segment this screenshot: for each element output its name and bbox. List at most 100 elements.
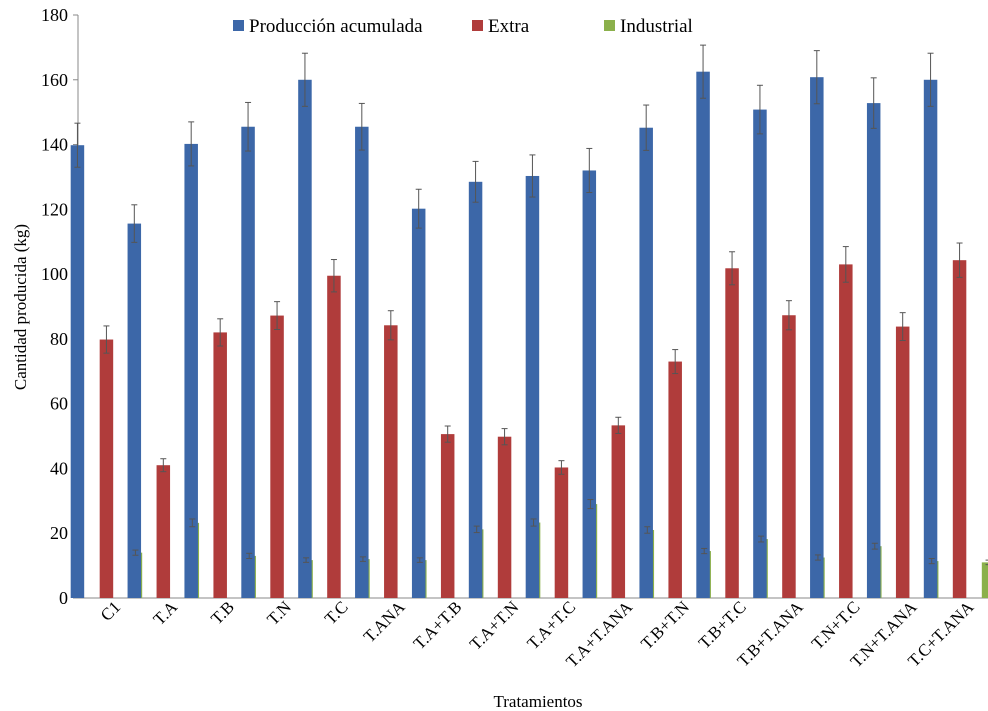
x-tick-label: T.A+T.B (410, 597, 466, 653)
x-tick-label: T.A (150, 597, 182, 629)
error-bar (473, 525, 480, 534)
bar-produccion-acumulada (866, 103, 881, 598)
legend-swatch (233, 20, 244, 31)
error-bar (189, 518, 196, 528)
error-bar (842, 246, 849, 283)
error-bar (245, 101, 252, 152)
bar-produccion-acumulada (696, 71, 710, 599)
y-tick-label: 20 (50, 523, 68, 543)
legend-item: Extra (472, 16, 530, 37)
bar-extra (327, 275, 341, 598)
bar-extra (497, 436, 512, 598)
bar-produccion-acumulada (411, 208, 426, 599)
error-bar (756, 84, 763, 135)
bar-extra (99, 339, 114, 598)
bar-produccion-acumulada (525, 175, 540, 598)
error-bar (871, 542, 878, 550)
error-bar (586, 147, 593, 193)
legend-label: Producción acumulada (249, 16, 423, 37)
error-bar (301, 52, 308, 107)
error-bar (870, 77, 877, 129)
y-axis: 0 20 40 60 80 100 120 140 160 180 (41, 5, 79, 608)
error-bar (530, 518, 537, 527)
x-tick-label: T.A+T.C (523, 597, 579, 653)
y-tick-label: 100 (41, 264, 68, 284)
bar-extra (725, 268, 739, 598)
error-bar (672, 349, 679, 375)
error-bar (700, 44, 707, 99)
x-tick-label: T.B (207, 597, 238, 628)
error-bar (188, 121, 195, 167)
error-bar (701, 547, 708, 555)
x-tick-label: T.A+T.N (466, 597, 522, 653)
error-bar (587, 499, 594, 510)
error-bar (358, 102, 365, 151)
bar-extra (156, 465, 171, 598)
x-tick-label: C1 (97, 597, 124, 624)
bar-extra (384, 325, 398, 598)
bar-extra (270, 315, 284, 598)
y-tick-label: 0 (59, 588, 68, 608)
error-bar (472, 160, 479, 203)
legend-label: Extra (488, 16, 530, 37)
bar-extra (611, 425, 626, 598)
error-bar (643, 104, 650, 151)
x-tick-label: T.C (321, 597, 352, 628)
bar-extra (213, 332, 227, 598)
error-bar (131, 204, 138, 243)
y-tick-label: 120 (41, 199, 68, 219)
error-bar (985, 559, 988, 566)
error-bar (132, 549, 139, 556)
bar-produccion-acumulada (355, 126, 369, 598)
y-axis-title: Cantidad producida (kg) (11, 224, 30, 390)
bar-extra (782, 315, 796, 598)
bar-produccion-acumulada (241, 126, 255, 598)
bar-extra (952, 260, 967, 598)
bar-produccion-acumulada (184, 143, 198, 598)
error-bar (615, 416, 622, 434)
error-bar (416, 557, 423, 563)
error-bar (529, 154, 536, 198)
y-tick-label: 60 (50, 394, 68, 414)
error-bar (359, 556, 366, 562)
x-axis-title: Tratamientos (493, 692, 582, 711)
x-axis: C1 T.A T.B T.N T.C T.ANA T.A+T.B T.A+T.N T.A+T.C… (78, 597, 988, 671)
error-bar (501, 428, 508, 446)
bar-extra (895, 326, 910, 598)
x-tick-label: T.B+T.N (637, 597, 693, 653)
bar-produccion-acumulada (468, 181, 483, 598)
error-bar (814, 554, 821, 561)
error-bar (813, 50, 820, 105)
legend-item: Producción acumulada (233, 16, 423, 37)
error-bar (729, 251, 736, 286)
bar-produccion-acumulada (298, 79, 312, 599)
x-tick-label: T.B+T.C (695, 597, 750, 652)
error-bar (274, 301, 281, 330)
y-tick-label: 160 (41, 70, 68, 90)
legend-swatch (604, 20, 615, 31)
bar-produccion-acumulada (127, 223, 142, 598)
legend-label: Industrial (620, 16, 693, 37)
bar-extra (554, 467, 569, 598)
bar-produccion-acumulada (70, 145, 85, 598)
error-bar (758, 535, 765, 543)
y-tick-label: 40 (50, 458, 68, 478)
bar-extra (668, 361, 682, 598)
error-bar (303, 557, 310, 563)
bar-produccion-acumulada (753, 109, 767, 598)
error-bar (387, 310, 394, 341)
bar-produccion-acumulada (582, 170, 597, 598)
legend-swatch (472, 20, 483, 31)
error-bar (644, 526, 651, 534)
x-tick-label: T.N (263, 597, 295, 629)
error-bar (558, 460, 565, 475)
error-bar (103, 325, 110, 354)
error-bar (928, 557, 935, 565)
error-bar (74, 122, 81, 168)
error-bars (74, 44, 988, 566)
error-bar (956, 242, 963, 278)
bar-extra (440, 434, 455, 598)
error-bar (444, 425, 451, 443)
error-bar (785, 300, 792, 331)
